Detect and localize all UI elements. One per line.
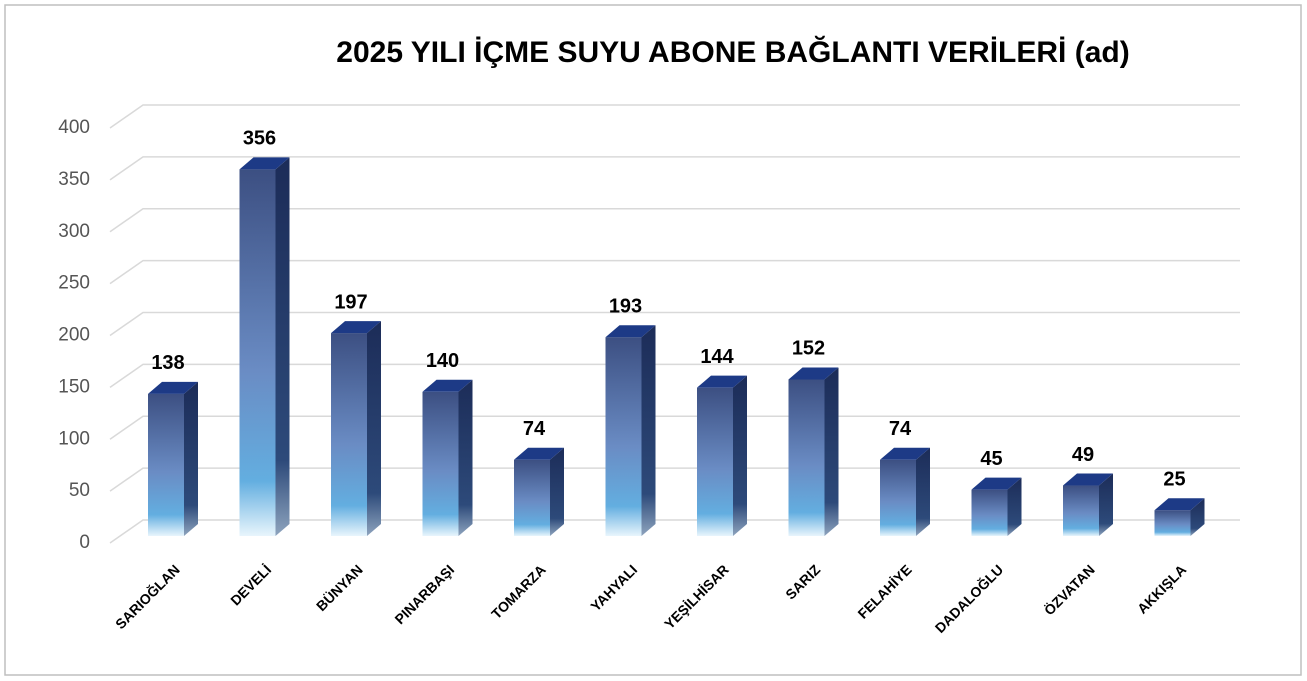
bar-top — [1063, 473, 1113, 486]
bar-top — [1154, 498, 1205, 511]
bar-front — [422, 391, 459, 536]
bar — [514, 447, 564, 536]
bar — [331, 321, 381, 536]
bar — [971, 477, 1022, 536]
bar-front — [880, 459, 916, 536]
bar-top — [605, 325, 656, 338]
bar-front — [331, 333, 367, 536]
bar-top — [880, 447, 930, 460]
y-tick-label: 0 — [79, 532, 90, 553]
bar-side — [458, 379, 473, 536]
bar-side — [641, 325, 656, 536]
grid-line — [109, 467, 1240, 492]
bar — [697, 375, 747, 536]
bar-side — [550, 447, 564, 536]
data-label: 152 — [792, 338, 825, 360]
data-label: 25 — [1163, 469, 1185, 491]
grid-line — [109, 156, 1240, 181]
y-tick-label: 100 — [58, 428, 90, 449]
bar-front — [148, 393, 184, 536]
grid-line — [109, 519, 1240, 544]
y-tick-label: 350 — [58, 169, 90, 190]
bar-top — [239, 157, 290, 170]
data-label: 74 — [523, 418, 546, 440]
bar-front — [971, 489, 1008, 536]
bar-front — [239, 169, 276, 536]
bar — [239, 157, 290, 536]
grid-line — [109, 208, 1240, 233]
bar-side — [1007, 477, 1022, 536]
bar-side — [733, 375, 747, 536]
y-tick-label: 50 — [69, 480, 90, 501]
bar-side — [824, 367, 839, 536]
bar-top — [514, 447, 564, 460]
data-label: 140 — [426, 350, 459, 372]
bar-front — [514, 459, 550, 536]
chart-title: 2025 YILI İÇME SUYU ABONE BAĞLANTI VERİL… — [336, 35, 1129, 69]
bar-top — [148, 381, 198, 394]
bar-side — [1190, 498, 1205, 536]
data-label: 138 — [151, 352, 184, 374]
bar-side — [275, 157, 290, 536]
bar — [788, 367, 839, 536]
bar-top — [331, 321, 381, 334]
bar — [880, 447, 930, 536]
bar-side — [1099, 473, 1113, 536]
bar-top — [697, 375, 747, 388]
bar — [148, 381, 198, 536]
bar-front — [697, 387, 733, 536]
data-label: 356 — [243, 128, 276, 150]
bar-front — [605, 337, 642, 536]
y-tick-label: 150 — [58, 376, 90, 397]
data-label: 74 — [889, 418, 912, 440]
data-label: 197 — [334, 291, 367, 313]
bar-front — [1063, 485, 1099, 536]
y-tick-label: 250 — [58, 273, 90, 294]
bar-side — [367, 321, 381, 536]
bar-top — [788, 367, 839, 380]
bar-front — [1154, 510, 1191, 536]
data-label: 45 — [980, 448, 1002, 470]
grid-line — [109, 104, 1240, 129]
bar-side — [184, 381, 198, 536]
bar — [1063, 473, 1113, 536]
data-label: 49 — [1072, 444, 1094, 466]
bar — [605, 325, 656, 536]
data-label: 144 — [700, 346, 734, 368]
bar — [422, 379, 473, 536]
bar-top — [971, 477, 1022, 490]
grid-line — [109, 311, 1240, 337]
bar-top — [422, 379, 473, 392]
bar-front — [788, 379, 825, 536]
data-label: 193 — [609, 295, 642, 317]
y-tick-label: 300 — [58, 221, 90, 242]
bar-side — [916, 447, 930, 536]
grid-line — [109, 415, 1240, 440]
grid-line — [109, 363, 1240, 388]
y-tick-label: 400 — [58, 117, 90, 138]
grid-line — [109, 259, 1240, 285]
y-tick-label: 200 — [58, 325, 90, 346]
bar — [1154, 498, 1205, 536]
